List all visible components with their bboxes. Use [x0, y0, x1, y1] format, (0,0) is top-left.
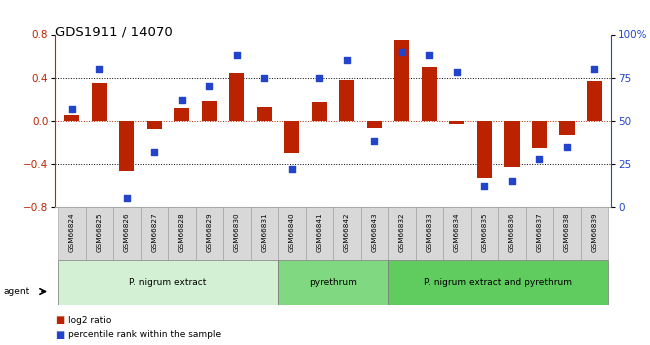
Point — [369, 139, 380, 144]
Text: GSM66828: GSM66828 — [179, 213, 185, 253]
Point — [562, 144, 572, 149]
Bar — [388, 260, 608, 305]
Point — [259, 75, 270, 80]
Text: pyrethrum: pyrethrum — [309, 278, 357, 287]
Text: GSM66843: GSM66843 — [371, 213, 378, 253]
Bar — [471, 207, 498, 260]
Bar — [312, 102, 327, 121]
Text: GSM66841: GSM66841 — [317, 213, 322, 253]
Bar — [449, 121, 465, 124]
Text: GSM66833: GSM66833 — [426, 213, 432, 253]
Bar — [58, 207, 86, 260]
Bar — [560, 121, 575, 135]
Bar — [174, 108, 189, 121]
Text: ■: ■ — [55, 330, 64, 339]
Bar — [284, 121, 300, 153]
Text: P. nigrum extract and pyrethrum: P. nigrum extract and pyrethrum — [424, 278, 572, 287]
Text: ■: ■ — [55, 315, 64, 325]
Bar — [86, 207, 113, 260]
Bar — [504, 121, 519, 167]
Bar — [278, 260, 388, 305]
Text: GSM66829: GSM66829 — [206, 213, 213, 253]
Point — [149, 149, 159, 155]
Text: GSM66836: GSM66836 — [509, 213, 515, 253]
Bar — [361, 207, 388, 260]
Bar — [553, 207, 580, 260]
Bar — [147, 121, 162, 129]
Point — [479, 184, 489, 189]
Bar — [526, 207, 553, 260]
Text: agent: agent — [3, 287, 29, 296]
Bar — [477, 121, 492, 178]
Point — [66, 106, 77, 111]
Bar — [251, 207, 278, 260]
Point — [94, 66, 105, 72]
Bar — [587, 81, 602, 121]
Bar — [202, 101, 217, 121]
Text: GSM66840: GSM66840 — [289, 213, 295, 253]
Text: percentile rank within the sample: percentile rank within the sample — [68, 330, 222, 339]
Text: GSM66825: GSM66825 — [96, 213, 102, 253]
Bar — [339, 80, 354, 121]
Bar — [58, 260, 278, 305]
Text: GSM66837: GSM66837 — [536, 213, 543, 253]
Bar — [532, 121, 547, 148]
Bar — [196, 207, 223, 260]
Text: GSM66824: GSM66824 — [69, 213, 75, 253]
Bar — [113, 207, 140, 260]
Text: GSM66834: GSM66834 — [454, 213, 460, 253]
Bar — [119, 121, 135, 171]
Point — [122, 196, 132, 201]
Bar — [498, 207, 526, 260]
Point — [314, 75, 324, 80]
Text: GSM66830: GSM66830 — [234, 213, 240, 253]
Text: GSM66832: GSM66832 — [399, 213, 405, 253]
Text: GSM66842: GSM66842 — [344, 213, 350, 253]
Text: GDS1911 / 14070: GDS1911 / 14070 — [55, 26, 173, 39]
Point — [534, 156, 545, 161]
Bar — [223, 207, 251, 260]
Text: GSM66831: GSM66831 — [261, 213, 267, 253]
Point — [231, 52, 242, 58]
Bar — [395, 40, 410, 121]
Bar — [140, 207, 168, 260]
Text: GSM66839: GSM66839 — [592, 213, 597, 253]
Bar — [257, 107, 272, 121]
Bar — [64, 115, 79, 121]
Point — [452, 70, 462, 75]
Point — [396, 49, 407, 55]
Bar — [422, 67, 437, 121]
Point — [590, 66, 600, 72]
Bar — [229, 73, 244, 121]
Bar — [443, 207, 471, 260]
Text: GSM66838: GSM66838 — [564, 213, 570, 253]
Bar — [92, 83, 107, 121]
Bar — [333, 207, 361, 260]
Bar — [367, 121, 382, 128]
Bar — [168, 207, 196, 260]
Text: GSM66827: GSM66827 — [151, 213, 157, 253]
Point — [424, 52, 435, 58]
Bar — [580, 207, 608, 260]
Bar — [306, 207, 333, 260]
Point — [177, 97, 187, 103]
Bar — [278, 207, 306, 260]
Text: GSM66835: GSM66835 — [482, 213, 488, 253]
Text: log2 ratio: log2 ratio — [68, 316, 112, 325]
Bar — [415, 207, 443, 260]
Text: P. nigrum extract: P. nigrum extract — [129, 278, 207, 287]
Point — [342, 58, 352, 63]
Bar — [388, 207, 415, 260]
Text: GSM66826: GSM66826 — [124, 213, 130, 253]
Point — [287, 166, 297, 172]
Point — [204, 83, 214, 89]
Point — [507, 178, 517, 184]
